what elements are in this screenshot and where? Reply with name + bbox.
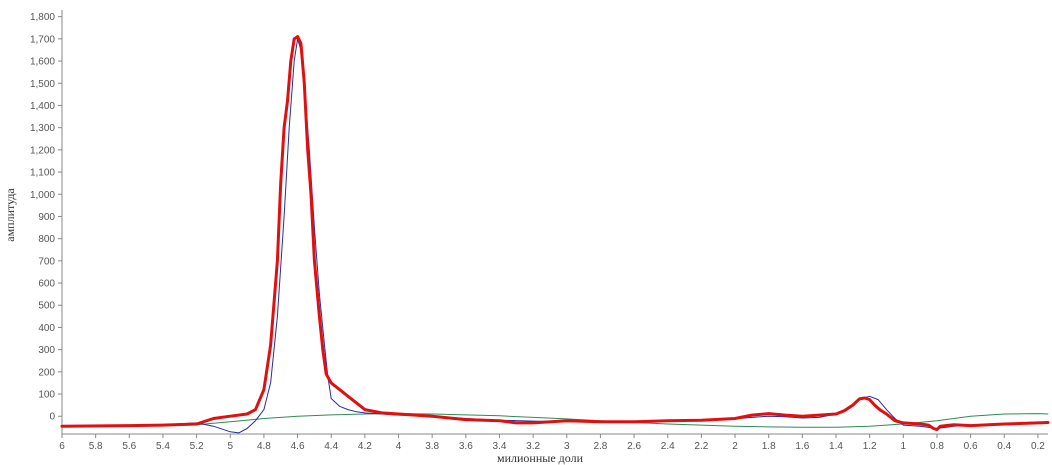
- y-tick-label: 200: [38, 367, 55, 378]
- x-tick-label: 0.8: [930, 441, 944, 452]
- series-layer: [60, 35, 1050, 434]
- x-tick-label: 1.4: [829, 441, 843, 452]
- y-tick-label: 900: [38, 212, 55, 223]
- x-tick-label: 1.6: [795, 441, 809, 452]
- x-tick-label: 4.6: [291, 441, 305, 452]
- y-axis-title: амплитуда: [3, 188, 17, 242]
- x-tick-label: 3.2: [526, 441, 540, 452]
- y-tick-label: 600: [38, 279, 55, 290]
- y-tick-label: 1,100: [30, 168, 55, 179]
- y-tick-label: 1,400: [30, 101, 55, 112]
- measured-spectrum-line: [60, 35, 1050, 432]
- y-tick-label: 1,200: [30, 145, 55, 156]
- x-tick-label: 6: [59, 441, 65, 452]
- x-axis-ticks: 6 5.8 5.6 5.4 5.2 5 4.8 4.6 4.4 4.2 4 3.8 3.6 3.4 3.2 3…: [59, 434, 1045, 452]
- x-tick-label: 5.4: [156, 441, 170, 452]
- x-tick-label: 5: [227, 441, 233, 452]
- y-tick-label: 0: [49, 412, 55, 423]
- x-tick-label: 3.4: [493, 441, 507, 452]
- y-tick-label: 400: [38, 323, 55, 334]
- x-tick-label: 4.8: [257, 441, 271, 452]
- x-tick-label: 2.6: [627, 441, 641, 452]
- x-tick-label: 0.6: [964, 441, 978, 452]
- y-tick-label: 1,600: [30, 57, 55, 68]
- y-tick-label: 1,000: [30, 190, 55, 201]
- x-tick-label: 1.2: [863, 441, 877, 452]
- y-tick-label: 1,500: [30, 79, 55, 90]
- x-tick-label: 2: [732, 441, 738, 452]
- x-tick-label: 4.2: [358, 441, 372, 452]
- x-tick-label: 3.6: [459, 441, 473, 452]
- x-tick-label: 2.2: [694, 441, 708, 452]
- x-tick-label: 0.2: [1031, 441, 1045, 452]
- x-tick-label: 0.4: [997, 441, 1011, 452]
- y-tick-label: 300: [38, 345, 55, 356]
- x-tick-label: 5.8: [89, 441, 103, 452]
- y-tick-label: 800: [38, 234, 55, 245]
- y-axis-ticks: 0 100 200 300 400 500 600 700 800 900 1,000 1,100 1,…: [30, 12, 62, 423]
- axes: [61, 10, 1048, 435]
- x-tick-label: 4.4: [324, 441, 338, 452]
- x-tick-label: 1: [901, 441, 907, 452]
- x-tick-label: 2.8: [593, 441, 607, 452]
- x-tick-label: 2.4: [661, 441, 675, 452]
- y-tick-label: 100: [38, 390, 55, 401]
- y-tick-label: 1,300: [30, 123, 55, 134]
- y-tick-label: 500: [38, 301, 55, 312]
- y-tick-label: 1,800: [30, 12, 55, 23]
- x-axis-title: милионные доли: [497, 451, 584, 465]
- y-tick-label: 1,700: [30, 34, 55, 45]
- fitted-spectrum-line: [61, 38, 1049, 434]
- x-tick-label: 5.2: [190, 441, 204, 452]
- x-tick-label: 3: [564, 441, 570, 452]
- y-tick-label: 700: [38, 256, 55, 267]
- x-tick-label: 3.8: [425, 441, 439, 452]
- x-tick-label: 1.8: [762, 441, 776, 452]
- x-tick-label: 5.6: [122, 441, 136, 452]
- x-tick-label: 4: [396, 441, 402, 452]
